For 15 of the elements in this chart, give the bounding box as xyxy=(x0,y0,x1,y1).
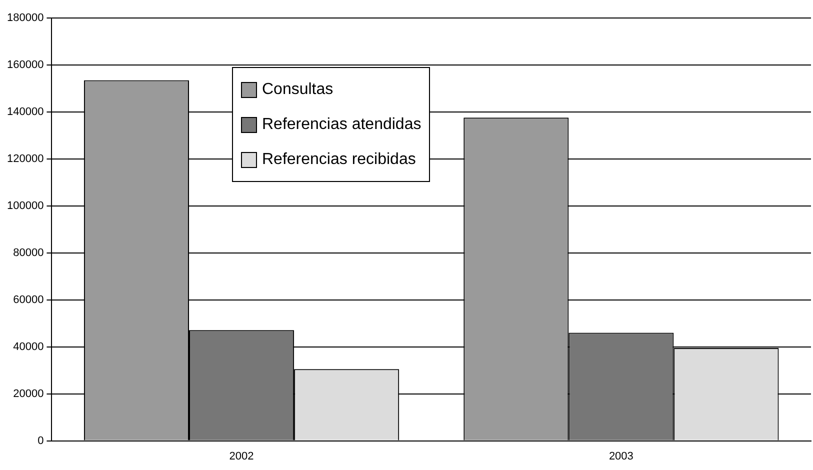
y-tick-label: 0 xyxy=(38,434,44,447)
x-tick-label: 2003 xyxy=(608,450,634,462)
y-tick-label: 80000 xyxy=(13,246,44,259)
y-tick-label: 160000 xyxy=(6,59,44,72)
y-tick-label: 180000 xyxy=(6,12,44,24)
y-tick-label: 140000 xyxy=(6,106,44,118)
y-tick-label: 120000 xyxy=(6,152,44,165)
y-tick-label: 100000 xyxy=(6,200,44,212)
legend-label: Consultas xyxy=(262,80,334,100)
legend-label: Referencias recibidas xyxy=(262,150,416,170)
y-tick-label: 60000 xyxy=(13,294,44,306)
x-tick-label: 2002 xyxy=(229,450,254,462)
legend-label: Referencias atendidas xyxy=(262,115,422,135)
y-tick-label: 20000 xyxy=(13,388,44,400)
y-tick-label: 40000 xyxy=(13,340,44,353)
